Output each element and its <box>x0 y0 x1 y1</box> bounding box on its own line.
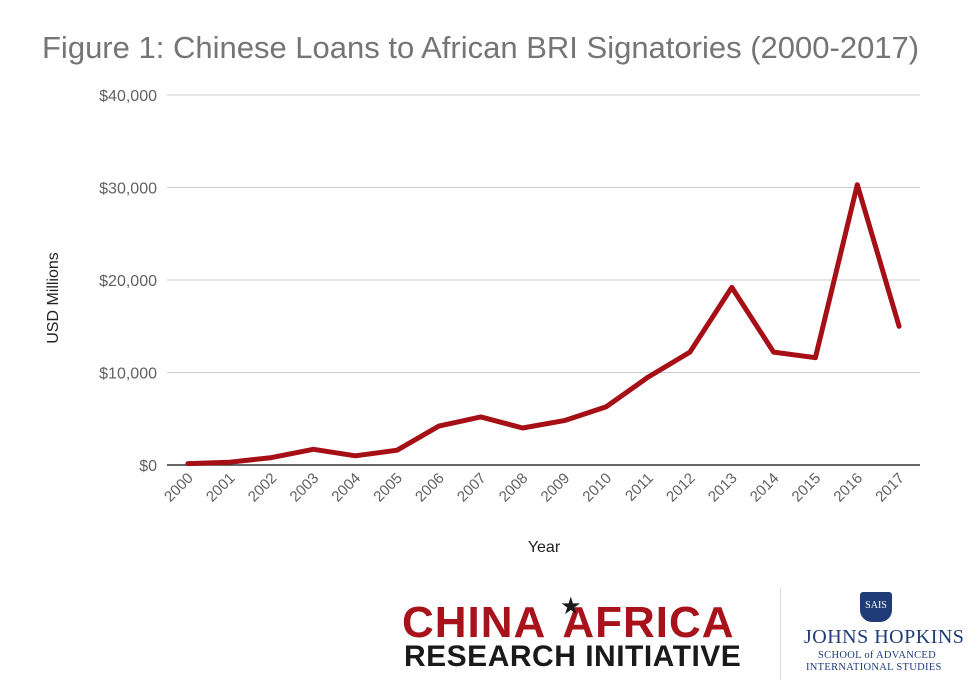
y-tick-label: $10,000 <box>99 366 157 383</box>
x-tick-label: 2010 <box>579 470 615 506</box>
x-tick-label: 2004 <box>328 470 364 506</box>
logo-bar: CHINA AFRICA ★ RESEARCH INITIATIVE SAIS J… <box>400 588 964 688</box>
y-tick-label: $20,000 <box>99 273 157 290</box>
x-tick-label: 2016 <box>830 470 866 506</box>
x-axis-label: Year <box>528 539 561 556</box>
x-tick-label: 2017 <box>872 470 908 506</box>
x-tick-label: 2008 <box>496 470 532 506</box>
y-tick-label: $30,000 <box>99 181 157 198</box>
x-tick-label: 2013 <box>705 470 741 506</box>
x-tick-label: 2012 <box>663 470 699 506</box>
y-axis-ticks: $0 $10,000 $20,000 $30,000 $40,000 <box>99 88 157 475</box>
jhu-logo-subtitle-2: INTERNATIONAL STUDIES <box>806 662 942 673</box>
logo-divider <box>780 588 781 680</box>
x-tick-label: 2011 <box>622 470 657 505</box>
x-tick-label: 2002 <box>245 470 281 506</box>
x-tick-label: 2003 <box>287 470 323 506</box>
x-tick-label: 2000 <box>161 470 197 506</box>
sais-shield-icon: SAIS <box>860 592 892 622</box>
x-tick-label: 2001 <box>203 470 239 506</box>
x-tick-label: 2009 <box>538 470 574 506</box>
gridlines <box>167 94 920 373</box>
chart-title: Figure 1: Chinese Loans to African BRI S… <box>42 30 920 65</box>
jhu-logo-name: JOHNS HOPKINS <box>804 626 965 648</box>
cari-logo-china: CHINA <box>402 598 547 647</box>
star-icon: ★ <box>560 593 582 620</box>
jhu-logo-subtitle-1: SCHOOL of ADVANCED <box>818 650 936 661</box>
y-tick-label: $0 <box>139 458 157 475</box>
x-tick-label: 2014 <box>747 470 783 506</box>
x-tick-label: 2015 <box>789 470 825 506</box>
series-line <box>185 182 902 467</box>
cari-logo-research-initiative: RESEARCH INITIATIVE <box>404 640 742 673</box>
y-tick-label: $40,000 <box>99 88 157 105</box>
x-tick-label: 2005 <box>370 470 406 506</box>
x-tick-label: 2007 <box>454 470 490 506</box>
line-chart: $0$10,000$20,000$30,000$40,000 2000 2001 2… <box>45 88 920 556</box>
y-axis-label: USD Millions <box>45 252 62 344</box>
x-axis-ticks: 2000 2001 2002 2003 2004 2005 2006 2007 2008 2009… <box>161 470 908 506</box>
cari-logo-africa: AFRICA <box>562 598 735 647</box>
x-tick-label: 2006 <box>412 470 448 506</box>
